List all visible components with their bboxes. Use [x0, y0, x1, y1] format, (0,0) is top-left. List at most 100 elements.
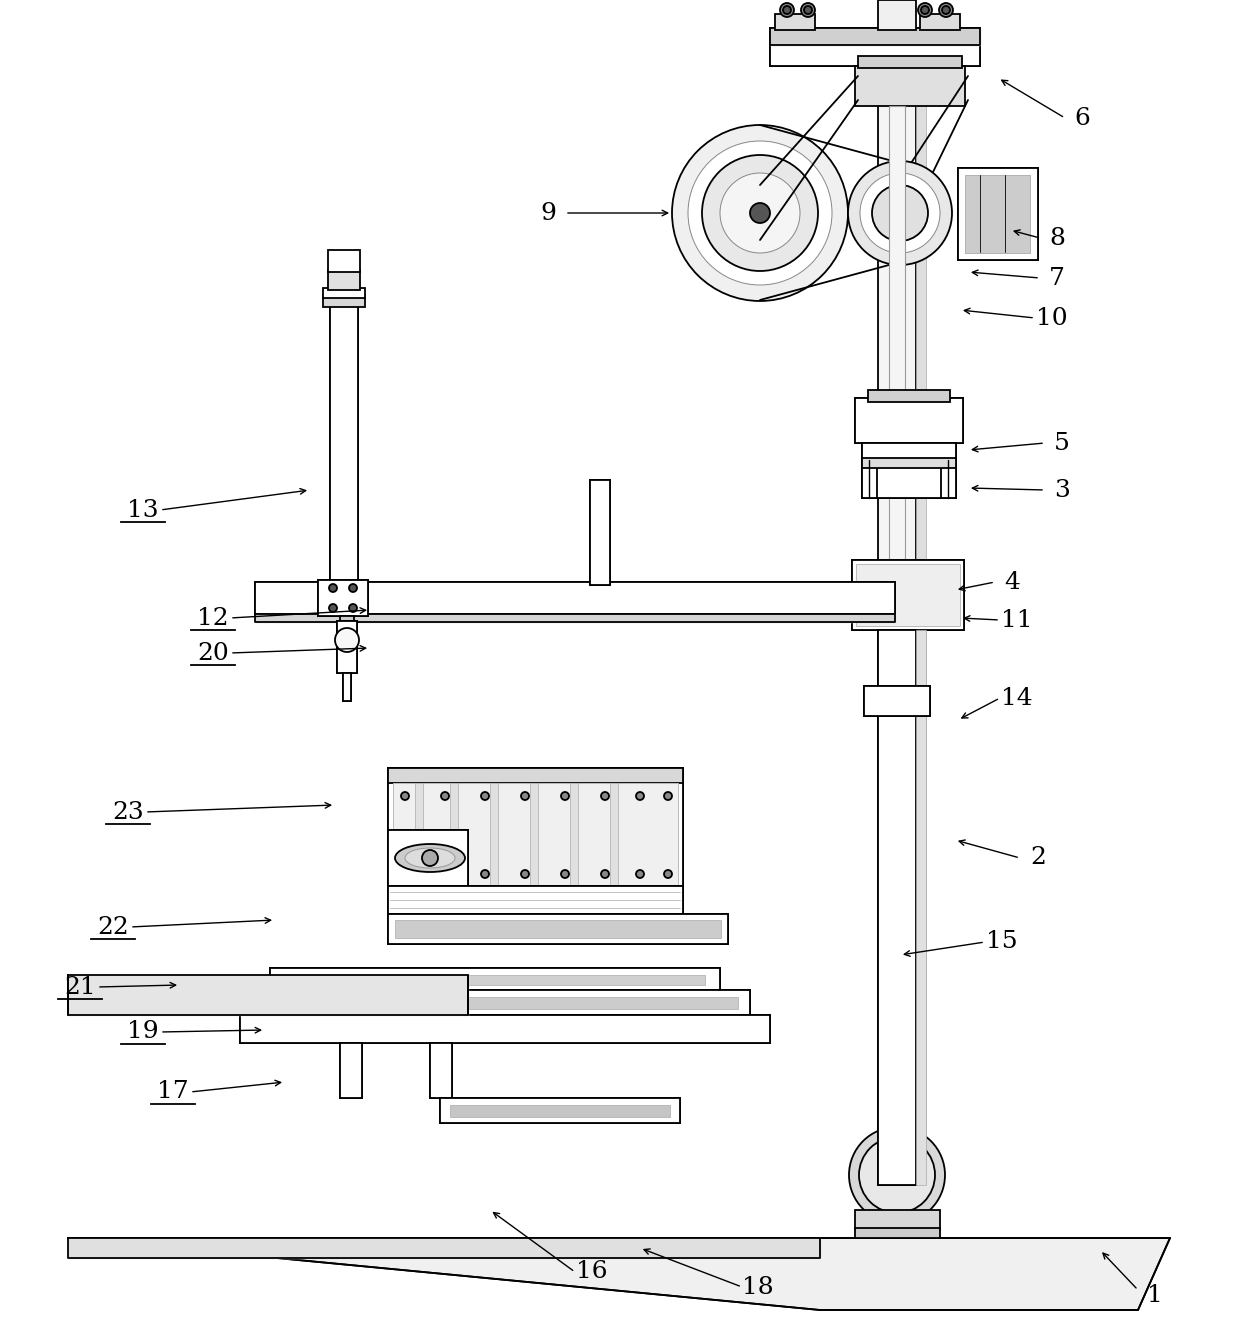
Bar: [317, 580, 368, 616]
Bar: [878, 100, 916, 1230]
Text: 21: 21: [64, 976, 95, 998]
Circle shape: [672, 125, 848, 302]
Bar: [393, 783, 678, 884]
Text: 2: 2: [1030, 847, 1045, 870]
Bar: [889, 106, 905, 856]
Text: 19: 19: [128, 1021, 159, 1044]
Bar: [775, 13, 815, 29]
Bar: [916, 630, 926, 1185]
Bar: [941, 460, 956, 498]
Circle shape: [521, 792, 529, 800]
Bar: [285, 976, 706, 985]
Bar: [868, 390, 950, 402]
Bar: [862, 458, 956, 468]
Text: 13: 13: [128, 498, 159, 521]
Bar: [965, 176, 1030, 253]
Text: 20: 20: [197, 642, 229, 665]
Circle shape: [601, 792, 609, 800]
Bar: [343, 673, 351, 701]
Circle shape: [861, 173, 940, 253]
Circle shape: [918, 3, 932, 17]
Bar: [878, 630, 916, 1185]
Ellipse shape: [396, 844, 465, 872]
Bar: [959, 168, 1038, 260]
Bar: [388, 829, 467, 886]
Polygon shape: [68, 976, 467, 1014]
Polygon shape: [255, 614, 895, 622]
Bar: [241, 1014, 770, 1043]
Bar: [878, 0, 916, 29]
Bar: [330, 302, 358, 587]
Bar: [415, 783, 423, 884]
Bar: [255, 582, 895, 614]
Bar: [388, 886, 683, 914]
Bar: [916, 100, 926, 1230]
Bar: [864, 686, 930, 716]
Circle shape: [663, 870, 672, 878]
Bar: [440, 1097, 680, 1123]
Bar: [610, 783, 618, 884]
Bar: [396, 921, 720, 938]
Circle shape: [782, 5, 791, 13]
Bar: [322, 295, 365, 307]
Text: 1: 1: [1147, 1284, 1163, 1306]
Bar: [959, 168, 1038, 260]
Bar: [858, 56, 962, 68]
Bar: [450, 1106, 670, 1118]
Polygon shape: [68, 1238, 1171, 1311]
Circle shape: [939, 3, 954, 17]
Bar: [340, 1043, 362, 1097]
Circle shape: [329, 584, 337, 592]
Polygon shape: [68, 1238, 820, 1258]
Text: 14: 14: [1001, 686, 1033, 709]
Circle shape: [560, 870, 569, 878]
Circle shape: [801, 3, 815, 17]
Circle shape: [663, 792, 672, 800]
Bar: [388, 914, 728, 943]
Circle shape: [422, 850, 438, 866]
Circle shape: [750, 202, 770, 222]
Bar: [260, 997, 738, 1009]
Circle shape: [481, 870, 489, 878]
Text: 16: 16: [577, 1261, 608, 1284]
Bar: [920, 13, 960, 29]
Bar: [337, 620, 357, 673]
Bar: [490, 783, 498, 884]
Bar: [570, 783, 578, 884]
Bar: [388, 768, 683, 886]
Circle shape: [889, 1167, 905, 1183]
Bar: [856, 1227, 940, 1238]
Text: 15: 15: [986, 930, 1018, 954]
Text: 10: 10: [1037, 307, 1068, 330]
Bar: [770, 28, 980, 66]
Bar: [590, 480, 610, 586]
Bar: [329, 251, 360, 272]
Text: 12: 12: [197, 607, 229, 630]
Circle shape: [401, 792, 409, 800]
Bar: [255, 582, 895, 614]
Bar: [270, 967, 720, 990]
Circle shape: [849, 1127, 945, 1223]
Bar: [343, 673, 351, 701]
Bar: [330, 302, 358, 587]
Bar: [388, 886, 683, 914]
Circle shape: [804, 5, 812, 13]
Bar: [340, 616, 353, 620]
Circle shape: [780, 3, 794, 17]
Bar: [770, 28, 980, 66]
Bar: [440, 1097, 680, 1123]
Circle shape: [702, 155, 818, 271]
Text: 4: 4: [1004, 571, 1021, 594]
Text: 18: 18: [743, 1276, 774, 1298]
Bar: [388, 768, 683, 783]
Circle shape: [521, 870, 529, 878]
Text: 6: 6: [1074, 106, 1090, 130]
Text: 3: 3: [1054, 478, 1070, 501]
Circle shape: [848, 161, 952, 265]
Circle shape: [859, 1138, 935, 1213]
Bar: [864, 686, 930, 716]
Bar: [852, 560, 963, 630]
Text: 8: 8: [1049, 226, 1065, 249]
Circle shape: [636, 792, 644, 800]
Bar: [329, 269, 360, 289]
